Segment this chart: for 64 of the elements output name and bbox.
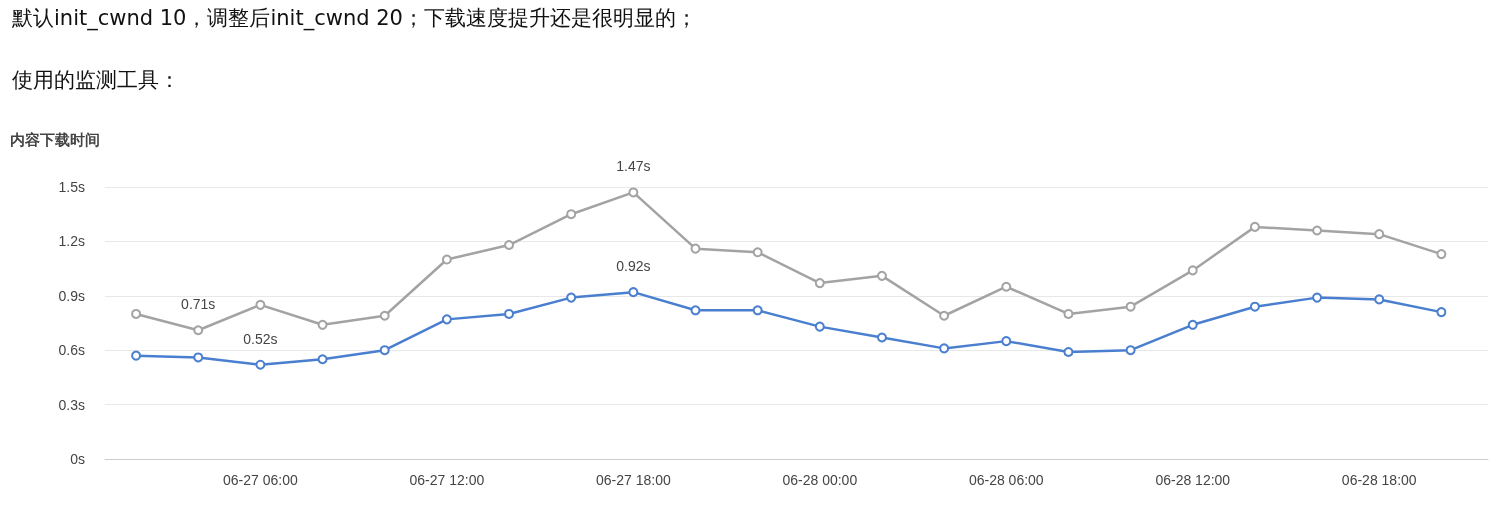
- y-tick-label: 0.9s: [58, 287, 85, 304]
- point: [1125, 301, 1136, 312]
- point: [1063, 308, 1074, 319]
- point: [379, 310, 390, 321]
- point: [1187, 319, 1198, 330]
- x-tick-label: 06-27 06:00: [223, 472, 298, 488]
- point: [379, 345, 390, 356]
- point: [1312, 225, 1323, 236]
- point: [193, 352, 204, 363]
- y-axis-title: 内容下载时间: [10, 131, 100, 148]
- text: 默认init_cwnd 10，调整后init_cwnd 20；下载速度提升还是很明显的；: [12, 5, 697, 32]
- y-tick-label: 1.5s: [58, 179, 85, 195]
- y-tick-label: 0.3s: [58, 396, 85, 413]
- point: [628, 187, 639, 198]
- data-label: 0.52s: [243, 330, 278, 347]
- point: [1312, 292, 1323, 303]
- point: [876, 270, 887, 281]
- point: [690, 243, 701, 254]
- point: [939, 343, 950, 354]
- data-label: 0.92s: [616, 258, 651, 275]
- x-tick-label: 06-28 00:00: [782, 472, 858, 488]
- point: [255, 299, 266, 310]
- y-tick-label: 0.6s: [58, 342, 85, 359]
- point: [566, 209, 577, 220]
- x-tick-label: 06-28 18:00: [1341, 472, 1417, 488]
- point: [814, 321, 825, 332]
- point: [1436, 307, 1447, 318]
- point: [876, 332, 887, 343]
- point: [255, 359, 266, 370]
- x-tick-label: 06-27 12:00: [409, 472, 485, 488]
- point: [1249, 301, 1260, 312]
- x-tick-label: 06-27 18:00: [595, 472, 671, 488]
- point: [628, 287, 639, 298]
- point: [1187, 265, 1198, 276]
- point: [690, 305, 701, 316]
- y-tick-label: 1.2s: [58, 233, 85, 250]
- point: [566, 292, 577, 303]
- point: [1436, 249, 1447, 260]
- point: [1374, 294, 1385, 305]
- point: [441, 254, 452, 265]
- x-tick-label: 06-28 12:00: [1155, 472, 1231, 488]
- point: [504, 308, 515, 319]
- point: [441, 314, 452, 325]
- point: [131, 350, 142, 361]
- point: [504, 240, 515, 251]
- y-tick-label: 0s: [70, 451, 85, 467]
- point: [1001, 336, 1012, 347]
- point: [752, 305, 763, 316]
- x-tick-label: 06-28 06:00: [968, 472, 1044, 488]
- point: [1001, 281, 1012, 292]
- point: [939, 310, 950, 321]
- data-label: 1.47s: [616, 158, 651, 175]
- point: [1374, 229, 1385, 240]
- data-label: 0.71s: [181, 296, 216, 313]
- point: [1249, 221, 1260, 232]
- point: [752, 247, 763, 258]
- point: [193, 325, 204, 336]
- point: [1063, 347, 1074, 358]
- point: [814, 278, 825, 289]
- point: [1125, 345, 1136, 356]
- point: [131, 308, 142, 319]
- point: [317, 319, 328, 330]
- point: [317, 354, 328, 365]
- text: 使用的监测工具：: [12, 67, 180, 94]
